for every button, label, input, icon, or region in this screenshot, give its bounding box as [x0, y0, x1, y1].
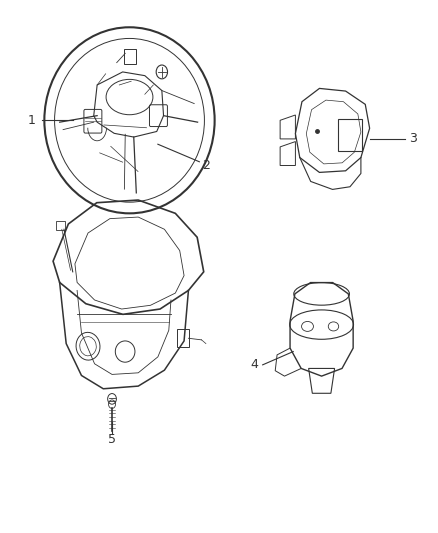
- Text: 3: 3: [410, 132, 417, 146]
- Text: 5: 5: [108, 433, 116, 446]
- Text: 2: 2: [202, 159, 210, 172]
- Text: 1: 1: [27, 114, 35, 127]
- Text: 4: 4: [250, 358, 258, 372]
